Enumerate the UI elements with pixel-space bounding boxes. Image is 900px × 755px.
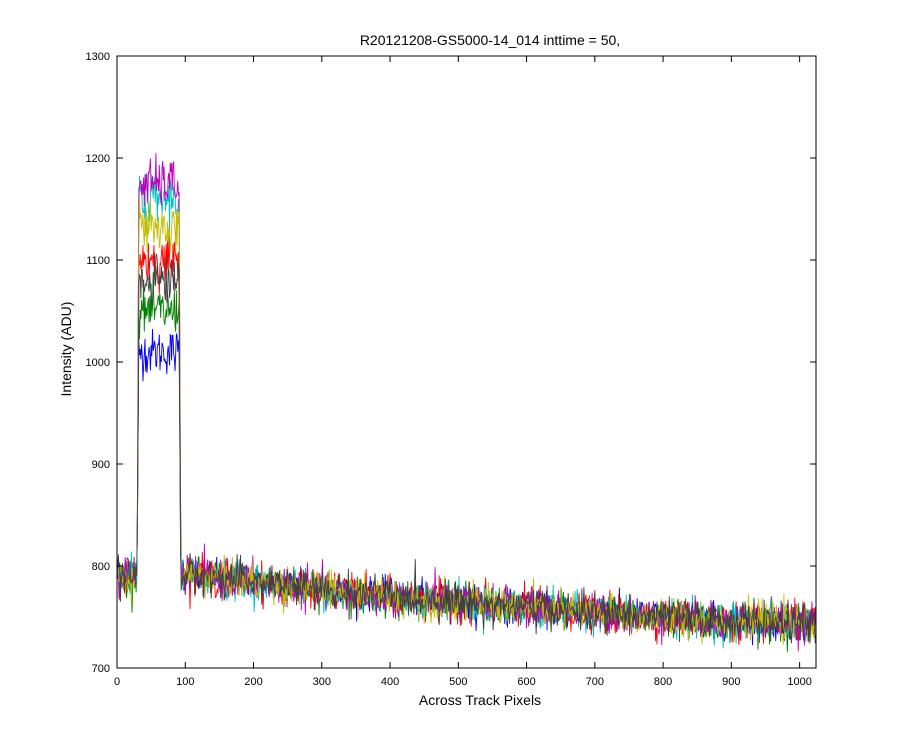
y-tick-label: 1300 xyxy=(86,51,110,63)
x-tick-label: 1000 xyxy=(787,676,811,688)
x-tick-label: 300 xyxy=(313,676,331,688)
y-tick-label: 900 xyxy=(92,459,110,471)
y-axis-label: Intensity (ADU) xyxy=(58,302,74,397)
x-tick-label: 900 xyxy=(722,676,740,688)
y-tick-label: 1000 xyxy=(86,357,110,369)
x-tick-label: 500 xyxy=(449,676,467,688)
x-tick-label: 0 xyxy=(114,676,120,688)
x-tick-label: 200 xyxy=(244,676,262,688)
x-tick-label: 100 xyxy=(176,676,194,688)
y-tick-label: 1100 xyxy=(86,255,110,267)
series-layer xyxy=(117,153,817,652)
x-tick-label: 700 xyxy=(586,676,604,688)
chart-title: R20121208-GS5000-14_014 inttime = 50, xyxy=(360,32,620,48)
y-tick-label: 1200 xyxy=(86,153,110,165)
y-tick-label: 700 xyxy=(92,663,110,675)
tick-layer: 0 100 200 300 400 500 600 700 800 900 1000 700 800 90… xyxy=(86,51,816,688)
x-tick-label: 400 xyxy=(381,676,399,688)
x-tick-label: 800 xyxy=(654,676,672,688)
x-tick-label: 600 xyxy=(517,676,535,688)
x-axis-label: Across Track Pixels xyxy=(419,692,541,708)
series-line-7 xyxy=(117,252,817,644)
y-tick-label: 800 xyxy=(92,561,110,573)
